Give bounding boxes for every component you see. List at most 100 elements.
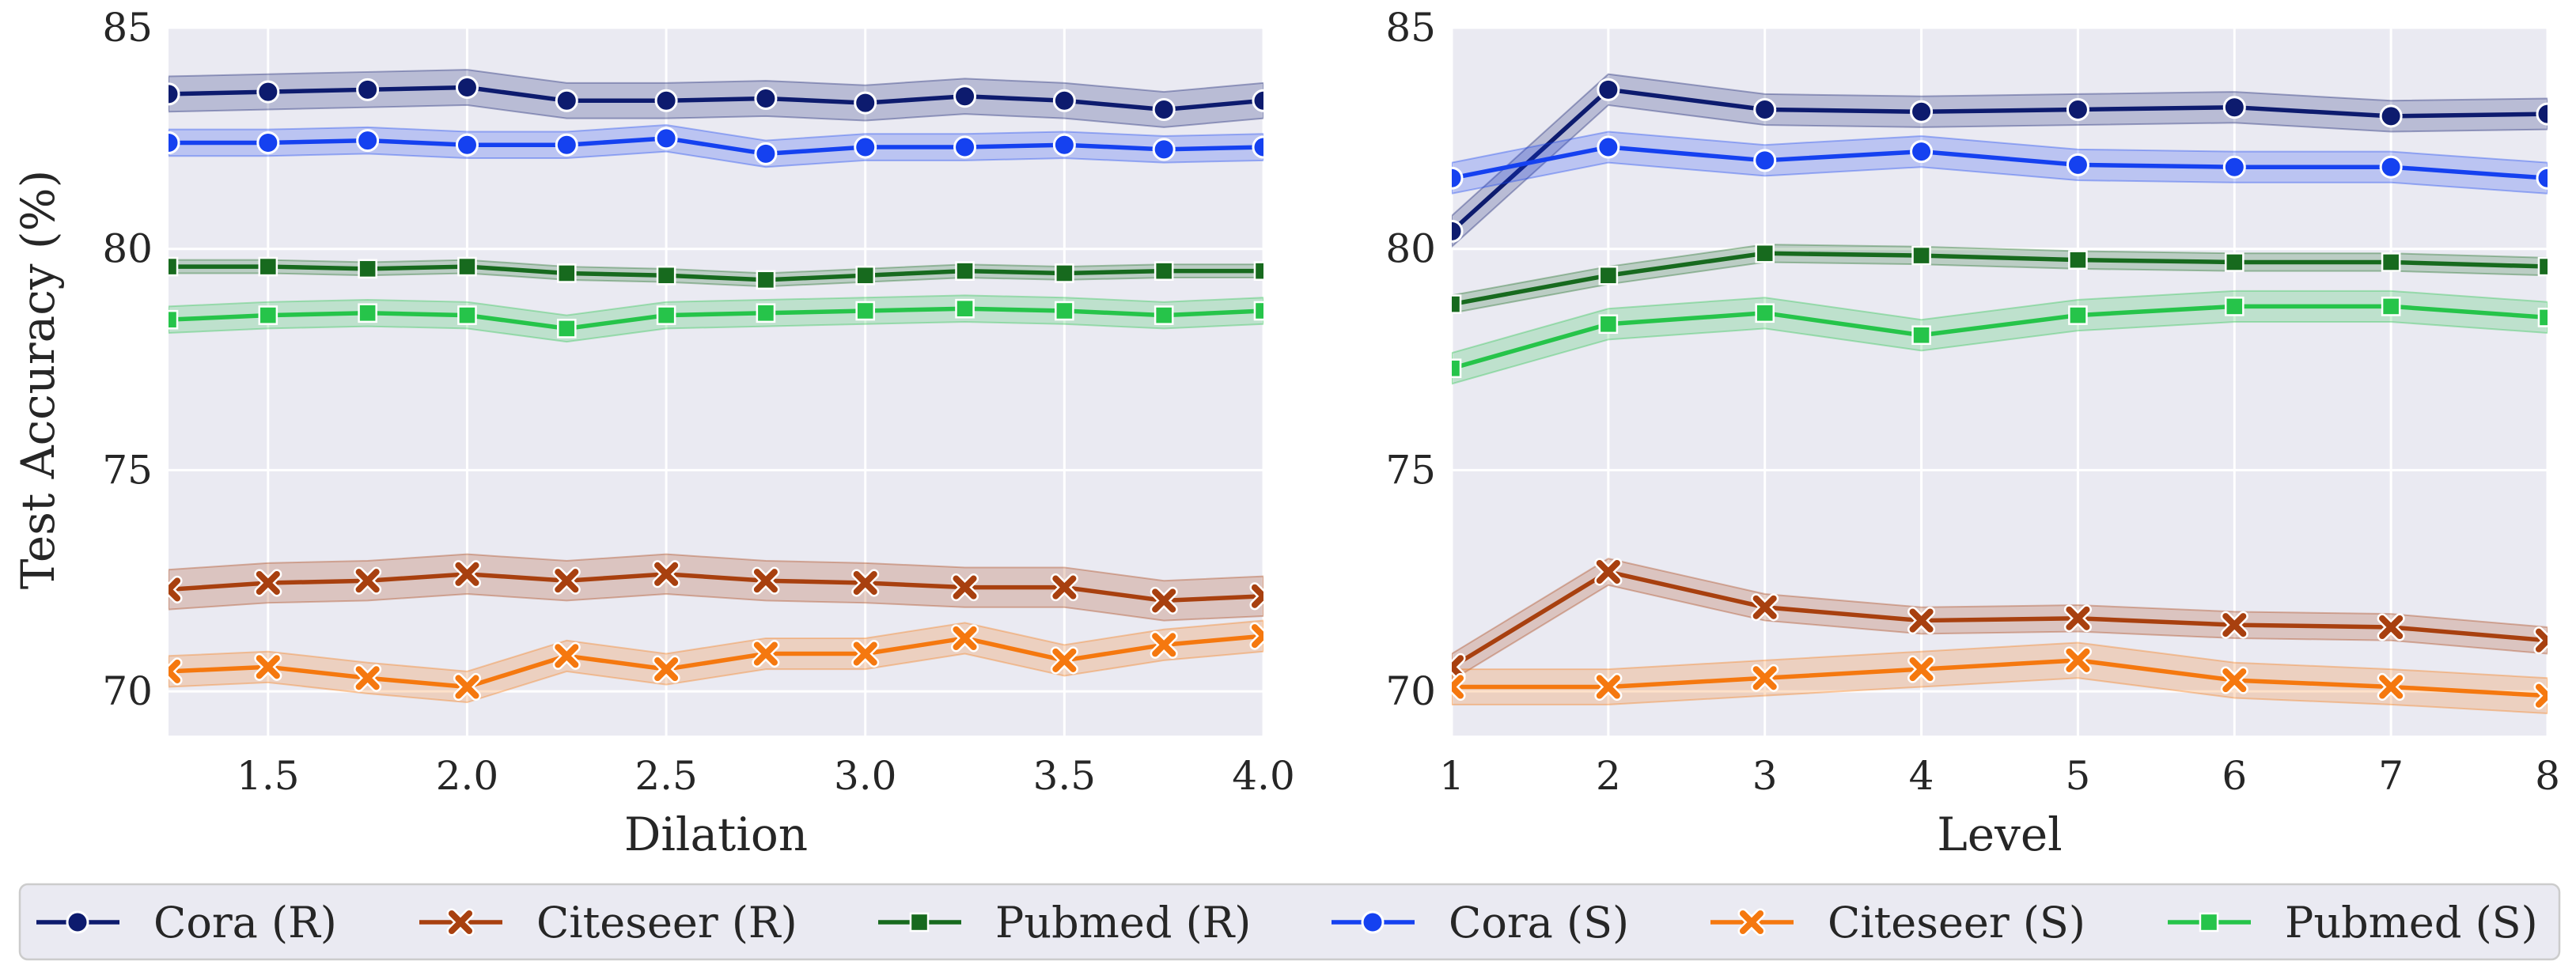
dilation-panel: 70 75 80 85 1.5 2.0 2.5 3.0 3.5 4.0 Dilation — [102, 5, 1294, 861]
data-point-pubmed-s — [1452, 358, 1462, 379]
data-point-pubmed-s — [955, 298, 975, 319]
data-point-pubmed-s — [2537, 308, 2548, 327]
confidence-band-citeseer-s — [1452, 641, 2548, 715]
data-point-pubmed-r — [1911, 245, 1931, 266]
legend-item-pubmed-s: Pubmed (S) — [2168, 898, 2538, 948]
data-point-pubmed-r — [258, 256, 278, 277]
x-tick-label: 1 — [1439, 753, 1464, 799]
x-tick-label: 8 — [2535, 753, 2560, 799]
data-point-citeseer-s — [1907, 655, 1936, 683]
x-tick-label: 3.5 — [1033, 753, 1097, 799]
data-point-cora-s — [1452, 166, 1464, 190]
confidence-band-pubmed-s — [169, 294, 1263, 343]
data-point-citeseer-s — [1050, 646, 1078, 675]
data-point-pubmed-s — [756, 303, 776, 323]
data-point-citeseer-r — [1751, 593, 1779, 622]
data-point-pubmed-s — [457, 305, 477, 325]
data-point-pubmed-s — [1755, 303, 1775, 323]
legend-marker — [909, 912, 930, 932]
legend-box — [18, 883, 2561, 961]
data-point-citeseer-r — [1907, 607, 1936, 635]
data-point-pubmed-r — [855, 265, 876, 286]
y-tick-label: 70 — [1385, 668, 1436, 714]
data-point-pubmed-s — [1253, 301, 1263, 321]
data-point-citeseer-r — [752, 566, 780, 595]
data-point-pubmed-r — [756, 270, 776, 290]
y-axis-label: Test Accuracy (%) — [11, 170, 65, 590]
data-point-pubmed-r — [955, 261, 975, 281]
data-point-pubmed-s — [1154, 305, 1174, 325]
data-point-cora-r — [2066, 97, 2089, 121]
legend-label: Cora (R) — [153, 898, 337, 948]
data-point-pubmed-r — [1154, 261, 1174, 281]
data-point-cora-s — [1597, 135, 1620, 159]
data-point-pubmed-s — [358, 303, 377, 323]
legend-label: Citeseer (S) — [1828, 898, 2085, 948]
data-point-cora-s — [1252, 135, 1263, 159]
data-point-citeseer-s — [851, 639, 880, 668]
data-point-citeseer-r — [1249, 582, 1263, 611]
legend-marker — [446, 908, 475, 936]
confidence-band-cora-r — [1452, 73, 2548, 248]
legend-label: Citeseer (R) — [536, 898, 797, 948]
data-point-cora-r — [555, 89, 578, 112]
data-point-citeseer-s — [453, 672, 482, 702]
data-point-cora-s — [2536, 166, 2548, 190]
legend-marker — [1361, 910, 1385, 934]
data-point-cora-s — [356, 129, 380, 153]
data-point-cora-r — [1052, 89, 1076, 112]
data-point-citeseer-r — [1150, 586, 1178, 615]
data-point-citeseer-r — [169, 575, 183, 603]
data-point-citeseer-s — [2220, 666, 2248, 694]
data-point-pubmed-r — [1598, 265, 1619, 286]
data-point-pubmed-s — [2068, 305, 2088, 325]
level-panel: 70 75 80 85 1 2 3 4 5 6 7 8 Level — [1385, 5, 2560, 861]
data-point-citeseer-r — [552, 566, 581, 595]
legend-marker — [66, 910, 89, 934]
data-point-citeseer-r — [453, 560, 482, 588]
y-tick-label: 75 — [1385, 447, 1436, 493]
data-point-pubmed-s — [2224, 297, 2245, 316]
data-point-citeseer-r — [2220, 611, 2248, 639]
data-point-cora-r — [1753, 97, 1777, 121]
data-point-pubmed-r — [358, 259, 377, 279]
series-line-pubmed-r — [1452, 251, 2548, 307]
data-point-cora-s — [854, 135, 877, 159]
data-point-citeseer-r — [652, 560, 680, 588]
data-point-cora-s — [2222, 155, 2246, 179]
legend-label: Pubmed (R) — [995, 898, 1251, 948]
data-point-cora-s — [754, 142, 778, 165]
data-point-cora-r — [1597, 78, 1620, 101]
legend: Cora (R) Citeseer (R) Pubmed (R) Cora (S) Ci… — [18, 883, 2561, 961]
y-tick-label: 85 — [1385, 5, 1436, 51]
data-point-pubmed-r — [457, 256, 477, 277]
data-point-cora-r — [754, 87, 778, 110]
data-point-pubmed-s — [855, 301, 876, 321]
series-line-cora-r — [1452, 87, 2548, 233]
data-point-citeseer-r — [1050, 573, 1078, 602]
x-tick-label: 7 — [2378, 753, 2404, 799]
legend-marker — [2199, 912, 2219, 932]
data-point-cora-s — [256, 131, 280, 154]
data-point-pubmed-s — [656, 305, 676, 325]
data-point-cora-s — [2066, 153, 2089, 176]
x-tick-label: 2.5 — [635, 753, 698, 799]
data-point-citeseer-s — [1249, 622, 1263, 650]
data-point-cora-s — [169, 131, 180, 154]
data-point-citeseer-s — [2063, 646, 2092, 675]
y-tick-label: 80 — [102, 226, 153, 272]
legend-item-cora-s: Cora (S) — [1332, 898, 1629, 948]
legend-item-citeseer-s: Citeseer (S) — [1710, 898, 2085, 948]
data-point-pubmed-r — [1452, 294, 1462, 314]
y-tick-label: 80 — [1385, 226, 1436, 272]
data-point-pubmed-s — [258, 305, 278, 325]
data-point-citeseer-s — [1452, 672, 1466, 702]
x-tick-label: 1.5 — [237, 753, 300, 799]
confidence-band-cora-s — [1452, 131, 2548, 195]
data-point-cora-r — [1152, 97, 1176, 121]
data-point-pubmed-s — [1598, 314, 1619, 335]
data-point-pubmed-s — [1911, 325, 1931, 346]
data-point-citeseer-r — [254, 569, 282, 597]
data-point-cora-s — [1910, 140, 1934, 164]
x-tick-label: 2 — [1596, 753, 1621, 799]
